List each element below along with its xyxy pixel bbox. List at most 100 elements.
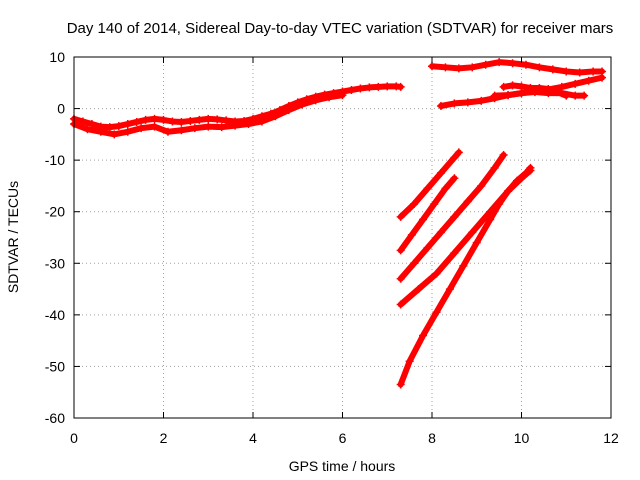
- data-point: [396, 82, 405, 91]
- data-point: [396, 300, 405, 309]
- chart-title: Day 140 of 2014, Sidereal Day-to-day VTE…: [67, 20, 614, 37]
- data-point: [428, 62, 436, 71]
- data-point: [159, 115, 168, 124]
- series-3: [428, 58, 607, 77]
- data-point: [396, 246, 405, 255]
- y-tick-label: -60: [45, 410, 65, 426]
- y-tick-label: -40: [45, 307, 65, 323]
- data-point: [504, 187, 513, 196]
- data-point: [468, 228, 477, 237]
- data-point: [414, 285, 423, 294]
- data-point: [222, 116, 231, 125]
- data-point: [244, 120, 253, 129]
- data-point: [407, 230, 416, 239]
- data-point: [490, 163, 499, 172]
- data-point: [490, 91, 499, 100]
- series-6: [490, 88, 589, 100]
- data-point: [575, 68, 584, 77]
- data-point: [571, 79, 580, 88]
- data-point: [325, 93, 334, 102]
- data-point: [123, 120, 132, 129]
- data-point: [257, 117, 266, 126]
- data-point: [450, 174, 459, 183]
- data-point: [383, 82, 392, 91]
- data-point: [521, 60, 530, 69]
- data-point: [396, 274, 405, 283]
- data-point: [571, 91, 580, 100]
- data-point: [450, 248, 459, 257]
- data-point: [132, 117, 141, 126]
- data-point: [87, 120, 96, 129]
- data-point: [463, 197, 472, 206]
- data-point: [419, 331, 428, 340]
- data-point: [110, 130, 119, 139]
- y-axis-title: SDTVAR / TECUs: [5, 181, 21, 293]
- data-point: [598, 73, 607, 82]
- data-point: [584, 76, 593, 85]
- data-point: [271, 112, 280, 121]
- x-tick-label: 10: [514, 430, 530, 446]
- y-tick-label: 10: [49, 49, 65, 65]
- data-point: [508, 59, 517, 68]
- data-point: [213, 115, 222, 124]
- y-tick-label: -20: [45, 204, 65, 220]
- data-point: [231, 121, 240, 130]
- data-point: [177, 117, 186, 126]
- data-point: [450, 212, 459, 221]
- data-point: [499, 150, 508, 159]
- data-point: [356, 84, 365, 93]
- data-point: [450, 153, 459, 162]
- data-point: [432, 308, 441, 317]
- data-point: [410, 199, 419, 208]
- data-point: [204, 114, 213, 123]
- data-point: [535, 63, 544, 72]
- series-9: [396, 150, 508, 283]
- data-point: [423, 184, 432, 193]
- data-point: [517, 82, 526, 91]
- data-point: [486, 215, 495, 224]
- data-point: [508, 81, 517, 90]
- x-axis-title: GPS time / hours: [289, 458, 396, 474]
- data-point: [338, 91, 347, 100]
- data-point: [347, 86, 356, 95]
- data-point: [580, 91, 589, 100]
- data-point: [454, 64, 463, 73]
- data-point: [141, 115, 150, 124]
- data-point: [441, 184, 450, 193]
- data-point: [526, 163, 535, 172]
- data-point: [168, 117, 177, 126]
- y-tick-label: -50: [45, 358, 65, 374]
- x-tick-label: 4: [249, 430, 257, 446]
- data-point: [517, 89, 526, 98]
- data-point: [311, 96, 320, 105]
- data-point: [423, 243, 432, 252]
- data-point: [78, 117, 87, 126]
- data-point: [436, 228, 445, 237]
- data-point: [530, 88, 539, 97]
- data-point: [83, 125, 92, 134]
- x-tick-label: 8: [428, 430, 436, 446]
- data-point: [163, 127, 172, 136]
- data-point: [96, 127, 105, 136]
- data-point: [186, 116, 195, 125]
- axis-ticks: 0 2 4 6 8 10 12 -60 -50 -40 -30 -20 -10 0 10: [45, 49, 619, 446]
- y-tick-label: -10: [45, 152, 65, 168]
- data-point: [105, 123, 114, 132]
- x-tick-label: 12: [603, 430, 619, 446]
- x-tick-label: 0: [70, 430, 78, 446]
- data-point: [557, 89, 566, 98]
- data-point: [298, 100, 307, 109]
- data-point: [284, 106, 293, 115]
- data-marks: [70, 58, 607, 389]
- data-point: [504, 91, 513, 100]
- data-point: [195, 115, 204, 124]
- data-point: [204, 122, 213, 131]
- data-point: [177, 126, 186, 135]
- data-point: [495, 58, 504, 67]
- data-point: [150, 122, 159, 131]
- data-point: [430, 199, 439, 208]
- data-point: [150, 114, 159, 123]
- data-point: [441, 63, 450, 72]
